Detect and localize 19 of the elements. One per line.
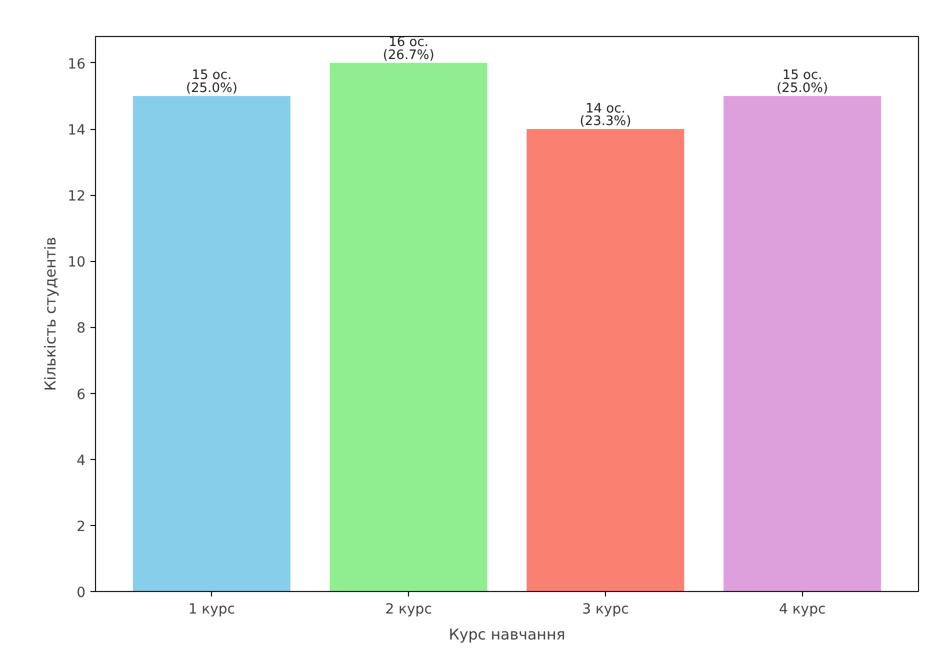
x-tick-label: 3 курс — [582, 602, 629, 618]
y-tick-label: 10 — [68, 254, 86, 271]
data-label: 15 ос. (25.0%) — [186, 68, 238, 96]
y-tick-label: 0 — [76, 585, 86, 601]
data-label: 15 ос. (25.0%) — [776, 68, 828, 96]
x-tick-label: 2 курс — [385, 602, 432, 618]
x-tick-label: 1 курс — [188, 602, 236, 618]
y-axis-title: Кількість студентів — [42, 236, 60, 392]
data-label: 14 ос. (23.3%) — [580, 101, 632, 129]
y-tick-label: 4 — [76, 452, 86, 469]
x-axis-title: Курс навчання — [448, 626, 566, 644]
data-label: 16 ос. (26.7%) — [382, 35, 434, 63]
y-tick-label: 14 — [68, 122, 86, 138]
y-tick-label: 2 — [76, 518, 86, 535]
y-tick-label: 12 — [68, 188, 86, 205]
y-tick-label: 8 — [76, 320, 86, 337]
y-tick-label: 6 — [76, 386, 86, 403]
y-tick-label: 16 — [68, 56, 86, 72]
x-tick-label: 4 курс — [778, 602, 826, 618]
